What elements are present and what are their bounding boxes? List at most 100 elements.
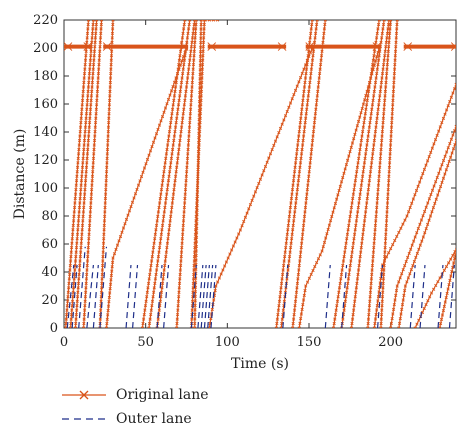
original-lane-marker bbox=[302, 67, 306, 71]
original-lane-marker bbox=[199, 20, 202, 22]
original-lane-marker bbox=[109, 278, 113, 282]
original-lane-marker bbox=[72, 205, 77, 210]
original-lane-marker bbox=[304, 112, 308, 116]
original-lane-marker bbox=[314, 27, 318, 31]
original-lane-marker bbox=[267, 156, 271, 160]
original-lane-marker bbox=[171, 84, 175, 89]
original-lane-marker bbox=[73, 268, 77, 272]
original-lane-marker bbox=[389, 321, 394, 325]
original-lane-marker bbox=[188, 58, 192, 62]
original-lane-marker bbox=[155, 263, 159, 268]
original-lane-marker bbox=[90, 85, 94, 89]
original-lane-marker bbox=[458, 243, 461, 246]
original-lane-marker bbox=[101, 250, 105, 254]
original-lane-marker bbox=[390, 20, 393, 22]
y-tick-label: 80 bbox=[41, 209, 58, 224]
original-lane-marker bbox=[175, 321, 179, 326]
original-lane-marker bbox=[310, 58, 315, 62]
original-lane-marker bbox=[349, 210, 353, 214]
original-lane-marker bbox=[69, 250, 73, 254]
original-lane-marker bbox=[171, 103, 175, 107]
original-lane-trajectory bbox=[275, 20, 313, 328]
original-lane-marker bbox=[215, 20, 219, 22]
original-lane-marker bbox=[387, 179, 391, 183]
original-lane-marker bbox=[146, 286, 150, 290]
original-lane-marker bbox=[445, 150, 449, 154]
original-lane-marker bbox=[172, 138, 176, 143]
original-lane-marker bbox=[307, 174, 311, 178]
original-lane-marker bbox=[317, 80, 321, 85]
original-lane-marker bbox=[391, 89, 396, 94]
original-lane-marker bbox=[395, 234, 399, 239]
original-lane-marker bbox=[180, 40, 184, 44]
original-lane-marker bbox=[69, 254, 73, 259]
original-lane-marker bbox=[79, 183, 83, 187]
original-lane-marker bbox=[443, 300, 447, 304]
original-lane-marker bbox=[73, 263, 77, 268]
original-lane-marker bbox=[196, 154, 200, 158]
original-lane-marker bbox=[386, 196, 390, 201]
original-lane-marker bbox=[92, 147, 96, 152]
original-lane-marker bbox=[86, 147, 90, 152]
original-lane-marker bbox=[366, 94, 370, 98]
original-lane-marker bbox=[91, 161, 95, 165]
original-lane-marker bbox=[294, 156, 298, 160]
original-lane-marker bbox=[88, 112, 92, 116]
original-lane-marker bbox=[178, 268, 183, 272]
original-lane-marker bbox=[431, 205, 436, 210]
original-lane-marker bbox=[398, 326, 401, 328]
original-lane-marker bbox=[163, 205, 167, 210]
original-lane-marker bbox=[440, 313, 445, 317]
original-lane-marker bbox=[184, 45, 188, 49]
original-lane-marker bbox=[170, 112, 174, 116]
original-lane-marker bbox=[369, 281, 373, 285]
original-lane-marker bbox=[67, 272, 72, 277]
original-lane-marker bbox=[339, 180, 344, 184]
original-lane-marker bbox=[144, 299, 148, 303]
original-lane-marker bbox=[85, 259, 90, 263]
original-lane-marker bbox=[390, 116, 394, 120]
original-lane-marker bbox=[369, 112, 373, 116]
original-lane-marker bbox=[364, 107, 368, 111]
original-lane-marker bbox=[381, 290, 385, 294]
original-lane-marker bbox=[287, 254, 292, 259]
original-lane-marker bbox=[328, 219, 333, 223]
original-lane-marker bbox=[295, 192, 299, 196]
original-lane-marker bbox=[312, 121, 317, 125]
original-lane-marker bbox=[94, 107, 98, 111]
original-lane-marker bbox=[308, 165, 312, 169]
original-lane-marker bbox=[142, 317, 146, 321]
original-lane-marker bbox=[208, 326, 211, 328]
original-lane-marker bbox=[68, 263, 72, 268]
original-lane-marker bbox=[172, 94, 177, 98]
original-lane-marker bbox=[307, 276, 311, 280]
original-lane-marker bbox=[109, 63, 113, 67]
original-lane-marker bbox=[152, 286, 156, 290]
original-lane-marker bbox=[190, 317, 194, 321]
original-lane-marker bbox=[405, 280, 409, 284]
original-lane-marker bbox=[155, 326, 158, 328]
original-lane-marker bbox=[380, 129, 384, 134]
original-lane-marker bbox=[373, 321, 377, 326]
original-lane-marker bbox=[183, 201, 187, 205]
original-lane-marker bbox=[313, 264, 317, 269]
original-lane-marker bbox=[429, 291, 434, 295]
original-lane-marker bbox=[149, 312, 153, 317]
original-lane-marker bbox=[428, 214, 433, 218]
original-lane-marker bbox=[317, 76, 321, 80]
original-lane-marker bbox=[276, 312, 280, 317]
original-lane-marker bbox=[186, 27, 191, 31]
original-lane-marker bbox=[176, 299, 181, 303]
original-lane-marker bbox=[160, 281, 165, 285]
original-lane-marker bbox=[98, 40, 102, 44]
original-lane-marker bbox=[200, 80, 204, 85]
original-lane-marker bbox=[451, 133, 455, 137]
original-lane-marker bbox=[141, 326, 145, 328]
original-lane-marker bbox=[351, 196, 355, 201]
original-lane-marker bbox=[71, 286, 76, 290]
original-lane-marker bbox=[248, 202, 253, 207]
original-lane-marker bbox=[99, 308, 103, 312]
original-lane-marker bbox=[175, 326, 178, 328]
outer-lane-trajectory bbox=[437, 264, 444, 328]
